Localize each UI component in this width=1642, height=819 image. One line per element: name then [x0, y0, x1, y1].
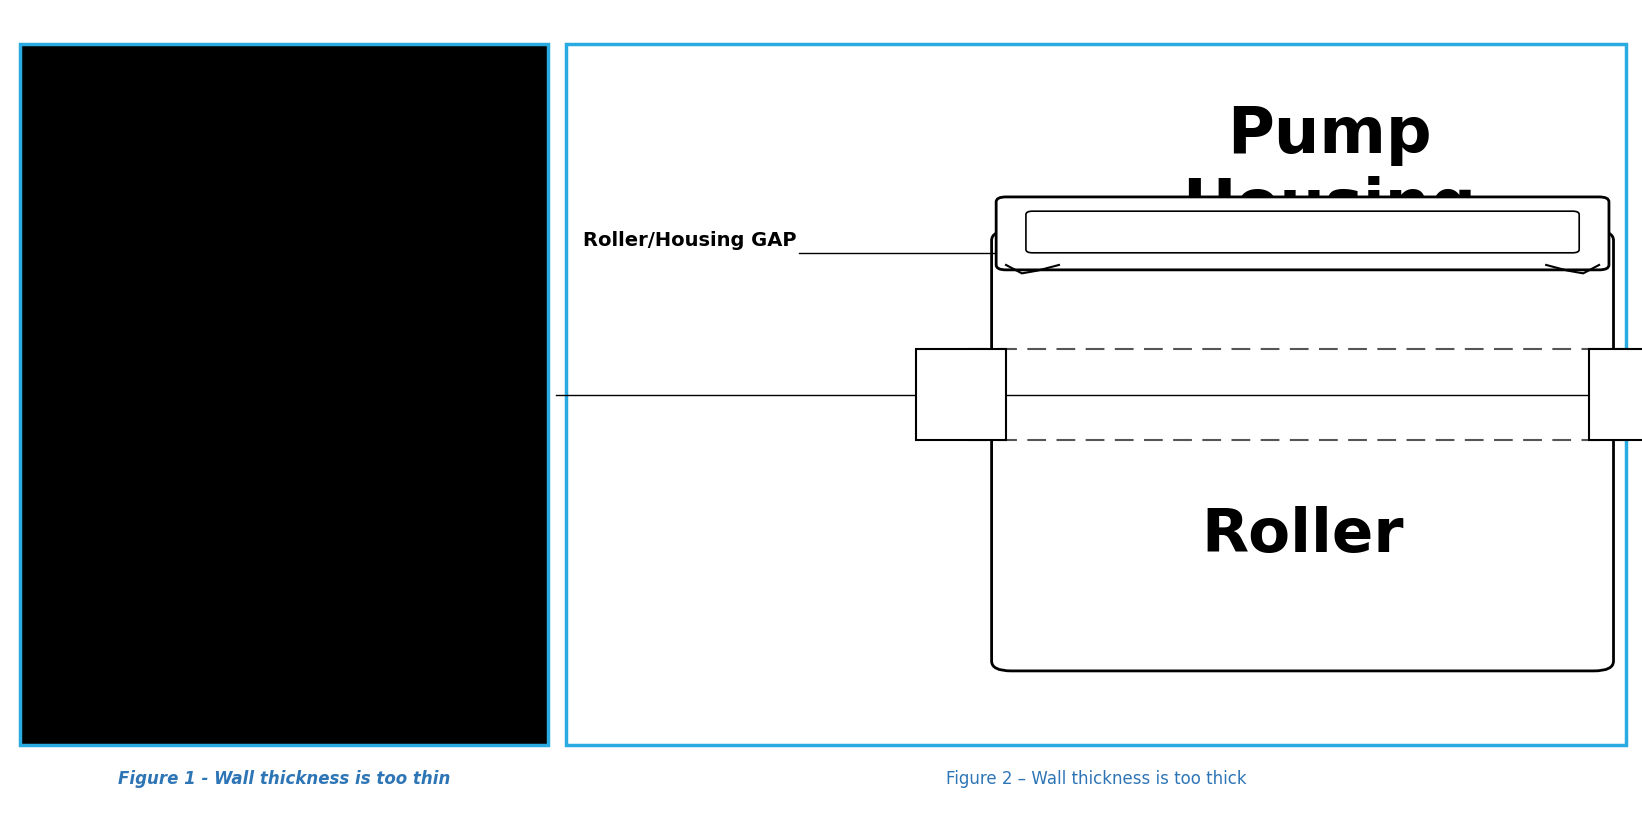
Text: Roller/Housing GAP: Roller/Housing GAP: [583, 230, 796, 249]
Text: Figure 1 - Wall thickness is too thin: Figure 1 - Wall thickness is too thin: [118, 769, 450, 787]
Text: Figure 2 – Wall thickness is too thick: Figure 2 – Wall thickness is too thick: [946, 769, 1246, 787]
Bar: [20, 45, 548, 745]
Text: Pump
Housing: Pump Housing: [1182, 104, 1476, 238]
FancyBboxPatch shape: [997, 197, 1609, 270]
Bar: [566, 45, 1626, 745]
Text: Roller: Roller: [1202, 506, 1404, 564]
FancyBboxPatch shape: [992, 231, 1614, 671]
Bar: [1588, 350, 1642, 441]
FancyBboxPatch shape: [1026, 212, 1580, 254]
Bar: [916, 350, 1007, 441]
